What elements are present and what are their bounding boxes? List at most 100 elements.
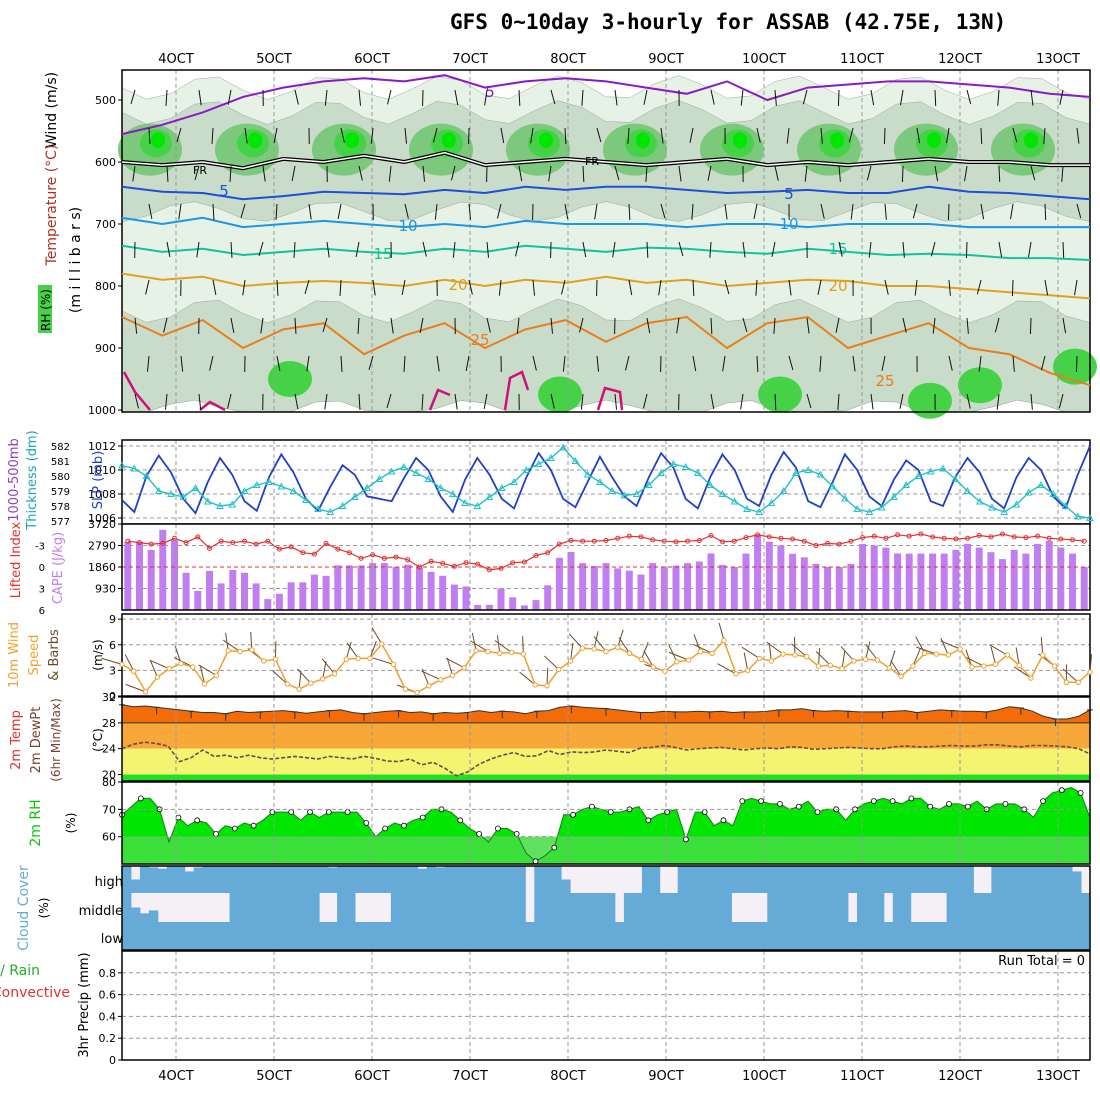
- wind-barb: [710, 317, 713, 334]
- wind-barb: [304, 279, 310, 294]
- wind-barb: [433, 127, 438, 143]
- cape-bar: [1034, 543, 1041, 610]
- wind-barb: [724, 203, 728, 220]
- wind-barb: [486, 317, 491, 333]
- rh-blob: [958, 367, 1002, 404]
- rh2m-point: [870, 798, 877, 804]
- cloud-cell: [543, 922, 553, 950]
- cloud-cell: [301, 866, 311, 893]
- wind-barb: [497, 203, 502, 219]
- wind-speed-point: [402, 686, 408, 692]
- contour-label: FR: [193, 164, 207, 177]
- thickness-point: [608, 486, 616, 494]
- wind-barb: [980, 127, 983, 144]
- cloud-cell: [471, 922, 481, 950]
- rh-blob: [538, 376, 582, 413]
- wind-barb: [1040, 637, 1044, 656]
- li-point: [860, 535, 866, 541]
- li-point: [848, 538, 854, 544]
- cloud-middle-label: middle: [79, 904, 123, 919]
- wind-speed-point: [272, 656, 279, 662]
- cloud-cell: [1081, 922, 1091, 950]
- thickness-point: [902, 480, 911, 488]
- wind-barb: [198, 89, 202, 106]
- wind-barb: [422, 241, 427, 257]
- li-point: [965, 535, 970, 541]
- li-point: [731, 538, 737, 544]
- cape-bar: [894, 553, 902, 610]
- wind-barb: [166, 165, 169, 182]
- cape-bar: [730, 567, 738, 610]
- y-tick-label: 0.6: [99, 989, 117, 1002]
- rh2m-point: [513, 831, 520, 837]
- cloud-cell: [821, 922, 831, 950]
- wind-barb: [817, 648, 821, 667]
- wind-barb: [1013, 666, 1032, 679]
- rh2m-point: [419, 814, 426, 821]
- wind-barb: [242, 279, 246, 296]
- rh2m-point: [476, 831, 483, 837]
- wind-barb: [965, 241, 968, 258]
- cloud-cell: [283, 893, 293, 922]
- y-tick-label: 1012: [88, 440, 116, 453]
- cloud-cell: [1045, 866, 1055, 893]
- y-tick-label: 80: [102, 776, 116, 789]
- thickness-point: [301, 495, 310, 503]
- rh2m-point: [946, 801, 952, 807]
- wind-speed-point: [981, 663, 987, 669]
- cape-panel: 930 1860 2790 3720 6 3 0 -3: [35, 518, 1091, 617]
- li-point: [603, 538, 609, 543]
- thickness-point: [130, 464, 139, 472]
- wind-barb: [902, 317, 907, 333]
- wind-barb: [1012, 127, 1018, 143]
- cloud-cell: [874, 893, 885, 922]
- wind-speed-point: [721, 637, 727, 644]
- wind-barb: [244, 127, 248, 144]
- cloud-cell: [758, 866, 768, 893]
- thickness-point: [387, 467, 396, 475]
- wind-barb: [934, 165, 939, 182]
- wind-barb: [966, 89, 972, 105]
- wind-speed-point: [414, 689, 420, 696]
- thickness-point: [228, 500, 237, 508]
- y-tick-label: 2790: [88, 540, 116, 553]
- cloud-cell: [650, 866, 661, 893]
- cape-label: CAPE (J/kg): [51, 532, 66, 604]
- cloud-cell: [686, 866, 697, 893]
- wind-barb: [870, 393, 874, 410]
- wind-barb: [774, 165, 779, 181]
- wind-barb: [1043, 127, 1046, 144]
- wind-barb: [625, 355, 630, 371]
- isotherm-20: [121, 272, 1091, 300]
- cloud-cell: [1009, 866, 1019, 893]
- cloud-cell: [131, 922, 141, 950]
- wind-speed-point: [1028, 675, 1034, 681]
- wind-barb: [371, 627, 383, 645]
- cloud-cell: [731, 922, 741, 950]
- cloud-cell: [283, 866, 293, 893]
- temp-label-a: 2m Temp: [9, 710, 24, 770]
- wind-barb: [692, 643, 713, 654]
- cloud-cell: [982, 893, 992, 922]
- cloud-cell: [874, 866, 885, 893]
- top-time-label: 4OCT: [158, 52, 194, 67]
- cloud-cell: [274, 893, 284, 922]
- y-tick-label: 28: [102, 717, 116, 730]
- top-time-label: 11OCT: [840, 52, 884, 67]
- cloud-cell: [1036, 922, 1046, 950]
- thickness-point: [424, 474, 433, 482]
- y-tick-label: 24: [102, 743, 116, 756]
- cloud-cell: [229, 893, 239, 922]
- bottom-time-label: 13OCT: [1036, 1069, 1080, 1084]
- cape-bar: [719, 564, 727, 610]
- rh2m-point: [494, 825, 501, 832]
- cloud-cell: [1000, 866, 1010, 893]
- rh2m-point: [250, 822, 257, 829]
- wind-barb: [643, 650, 654, 668]
- cloud-cell: [955, 893, 965, 922]
- wind-barb: [422, 165, 426, 182]
- cloud-cell: [767, 893, 777, 922]
- thickness-point: [277, 482, 286, 490]
- cloud-cell: [713, 893, 723, 922]
- cloud-cell: [139, 913, 150, 922]
